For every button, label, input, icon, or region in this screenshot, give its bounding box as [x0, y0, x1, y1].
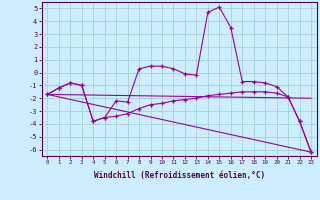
X-axis label: Windchill (Refroidissement éolien,°C): Windchill (Refroidissement éolien,°C) — [94, 171, 265, 180]
